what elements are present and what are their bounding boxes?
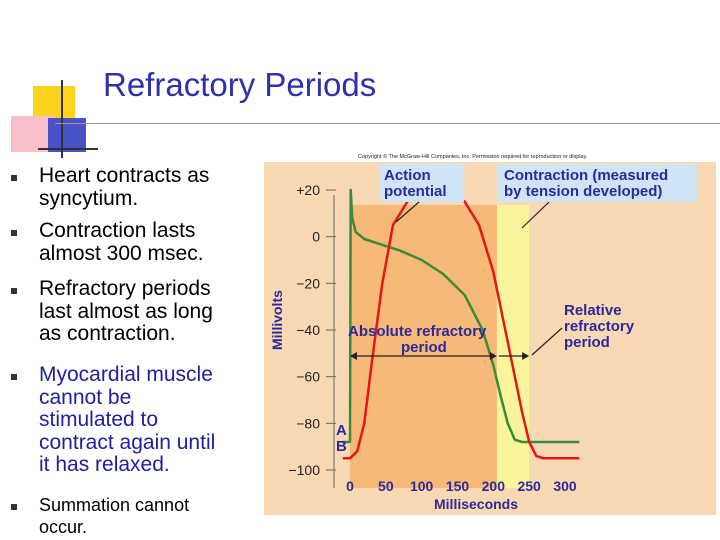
bullet-text: Heart contracts as syncytium. — [39, 164, 210, 210]
bullet-line: Myocardial muscle — [39, 363, 213, 386]
bullet-marker — [11, 504, 17, 510]
decor-horizontal-line — [38, 148, 98, 150]
refractory-period-figure: Copyright © The McGraw-Hill Companies, I… — [264, 150, 716, 520]
y-tick-label: −40 — [296, 322, 320, 338]
bullet-text: Refractory periods last almost as long a… — [39, 277, 213, 346]
absolute-refractory-label-line: period — [401, 339, 447, 356]
action-potential-label-line: potential — [384, 183, 447, 200]
bullet-line: last almost as long — [39, 299, 213, 323]
bullet-marker — [11, 230, 17, 236]
refractory-period-chart: Copyright © The McGraw-Hill Companies, I… — [264, 153, 716, 515]
relative-refractory-label-line: period — [564, 334, 610, 351]
contraction-label-line: by tension developed) — [504, 183, 662, 200]
bullet-line: Summation cannot — [39, 495, 190, 515]
absolute-refractory-label-line: Absolute refractory — [348, 323, 487, 340]
slide-title: Refractory Periods — [103, 66, 377, 103]
arrowhead-right — [522, 352, 530, 360]
bullet-line: almost 300 msec. — [39, 241, 204, 265]
annotation-pointers — [350, 201, 563, 360]
bullet-line: Refractory periods — [39, 277, 211, 300]
contraction-pointer — [521, 201, 550, 229]
y-tick-label: −100 — [288, 462, 320, 478]
bullet-text: Contraction lasts almost 300 msec. — [39, 219, 204, 265]
x-tick-label: 100 — [410, 478, 434, 494]
bullet-marker — [11, 374, 17, 380]
y-tick-label: +20 — [296, 182, 320, 198]
relative-refractory-region — [496, 205, 530, 488]
y-tick-label: −60 — [296, 369, 320, 385]
bullet-text: Myocardial muscle cannot be stimulated t… — [39, 363, 216, 477]
bullet-line: it has relaxed. — [39, 453, 170, 476]
arrowhead-right — [489, 352, 497, 360]
copyright-text: Copyright © The McGraw-Hill Companies, I… — [358, 153, 588, 160]
relative-refractory-label-line: Relative — [564, 302, 622, 319]
bullet-line: as contraction. — [39, 322, 176, 345]
bullet-line: syncytium. — [39, 186, 139, 210]
x-axis-label: Milliseconds — [434, 496, 518, 512]
x-tick-label: 150 — [446, 478, 470, 494]
marker-a: A — [336, 422, 347, 439]
relative-refractory-label-line: refractory — [564, 318, 635, 335]
bullet-line: Heart contracts as — [39, 164, 210, 187]
bullet-marker — [11, 288, 17, 294]
bullet-line: stimulated to — [39, 408, 159, 431]
bullet-line: Contraction lasts — [39, 219, 196, 242]
marker-b: B — [336, 438, 347, 455]
x-tick-label: 250 — [517, 478, 541, 494]
bullet-line: contract again until — [39, 430, 216, 454]
relative-refractory-pointer — [531, 327, 563, 356]
bullet-text: Summation cannot occur. — [39, 494, 189, 538]
decor-vertical-line — [61, 80, 63, 158]
title-divider — [55, 123, 720, 124]
chart-axes: +20 0 −20 −40 −60 −80 −100 0 50 100 150 200 250 300 — [288, 182, 576, 494]
x-tick-label: 50 — [378, 478, 394, 494]
y-axis-label: Millivolts — [269, 290, 285, 350]
contraction-label-line: Contraction (measured — [504, 167, 668, 184]
x-tick-label: 0 — [346, 478, 354, 494]
y-tick-label: −20 — [296, 275, 320, 291]
y-tick-label: 0 — [312, 229, 320, 245]
y-tick-label: −80 — [296, 415, 320, 431]
bullet-line: cannot be — [39, 385, 132, 409]
action-potential-label-box — [379, 164, 464, 202]
action-potential-pointer — [395, 201, 420, 223]
bullet-line: occur. — [39, 517, 88, 537]
action-potential-label-line: Action — [384, 167, 431, 184]
x-tick-label: 300 — [553, 478, 577, 494]
contraction-label-box — [498, 164, 698, 202]
x-tick-label: 200 — [482, 478, 506, 494]
decor-pink-square — [11, 116, 54, 152]
bullet-marker — [11, 175, 17, 181]
arrowhead-left — [350, 352, 357, 360]
